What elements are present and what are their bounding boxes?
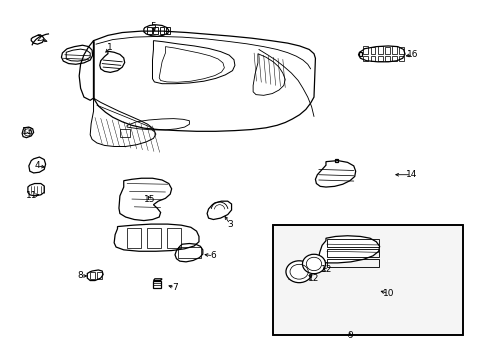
Bar	[363, 56, 367, 61]
Text: 6: 6	[210, 251, 216, 260]
Bar	[160, 27, 163, 34]
Bar	[153, 27, 158, 34]
Bar	[90, 273, 95, 279]
Bar	[127, 228, 140, 248]
Text: 5: 5	[150, 22, 156, 31]
Bar	[391, 56, 396, 61]
Text: 1: 1	[107, 43, 113, 52]
Text: 10: 10	[382, 289, 393, 298]
Bar	[363, 46, 367, 54]
Bar	[399, 56, 403, 61]
Text: 7: 7	[172, 283, 178, 292]
Bar	[167, 228, 181, 248]
Bar	[273, 225, 462, 334]
Bar	[391, 46, 396, 54]
Bar	[326, 259, 378, 267]
Bar	[326, 249, 378, 257]
Text: 3: 3	[227, 220, 232, 229]
Bar	[165, 27, 170, 34]
Text: 13: 13	[22, 127, 34, 136]
Bar	[377, 56, 382, 61]
Text: 14: 14	[405, 170, 416, 179]
Text: 8: 8	[78, 271, 83, 280]
Polygon shape	[318, 236, 379, 263]
Bar	[326, 239, 378, 247]
Text: 4: 4	[35, 161, 40, 170]
Ellipse shape	[302, 254, 325, 274]
Bar	[273, 225, 462, 334]
Bar	[377, 46, 382, 54]
Ellipse shape	[285, 261, 312, 283]
Bar	[147, 27, 151, 34]
Bar	[384, 56, 389, 61]
Bar	[384, 48, 389, 54]
Bar	[370, 48, 375, 54]
Bar	[399, 48, 403, 54]
Text: 12: 12	[321, 265, 332, 274]
Text: 15: 15	[144, 195, 156, 204]
Text: 9: 9	[346, 332, 352, 341]
Bar	[97, 273, 102, 279]
Text: 2: 2	[37, 34, 42, 43]
Text: 12: 12	[307, 274, 319, 283]
Bar	[370, 56, 375, 61]
Bar	[178, 247, 201, 258]
Bar	[147, 228, 160, 248]
Text: 11: 11	[25, 192, 37, 201]
Text: 16: 16	[407, 50, 418, 59]
